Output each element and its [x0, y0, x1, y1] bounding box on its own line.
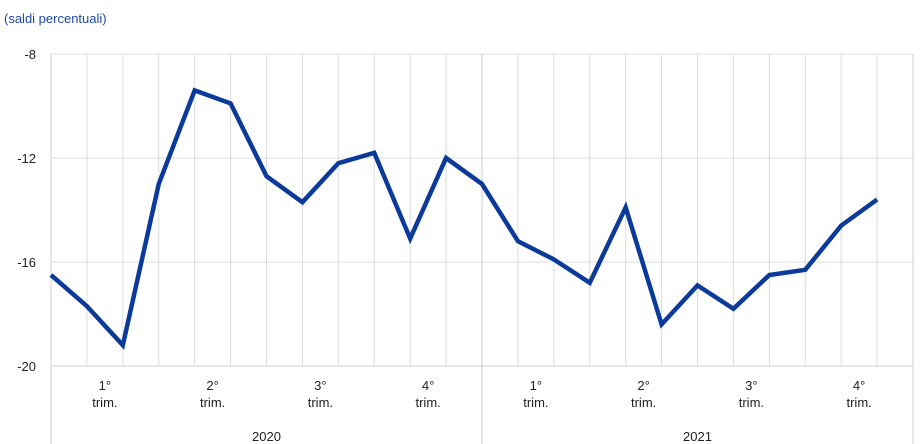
quarter-label: 2° trim.: [631, 378, 656, 410]
quarter-label: 4° trim.: [415, 378, 440, 410]
y-tick-labels: -8 -12 -16 -20: [17, 47, 36, 374]
series-line: [49, 87, 879, 350]
quarter-label: 3° trim.: [308, 378, 333, 410]
axes: [50, 54, 914, 444]
y-tick-label: -20: [17, 359, 36, 374]
quarter-label: 3° trim.: [739, 378, 764, 410]
y-tick-label: -8: [24, 47, 36, 62]
x-tick-labels: 1° trim. 2° trim. 3° trim. 4° trim. 2020 1° trim. 2…: [92, 378, 872, 444]
quarter-label: 2° trim.: [200, 378, 225, 410]
quarter-label: 1° trim.: [92, 378, 117, 410]
year-label: 2021: [683, 429, 712, 444]
y-tick-label: -16: [17, 255, 36, 270]
chart-subtitle: (saldi percentuali): [4, 11, 107, 26]
quarter-label: 1° trim.: [523, 378, 548, 410]
year-label: 2020: [252, 429, 281, 444]
series-group: [49, 87, 879, 350]
y-tick-label: -12: [17, 151, 36, 166]
quarter-label: 4° trim.: [846, 378, 871, 410]
